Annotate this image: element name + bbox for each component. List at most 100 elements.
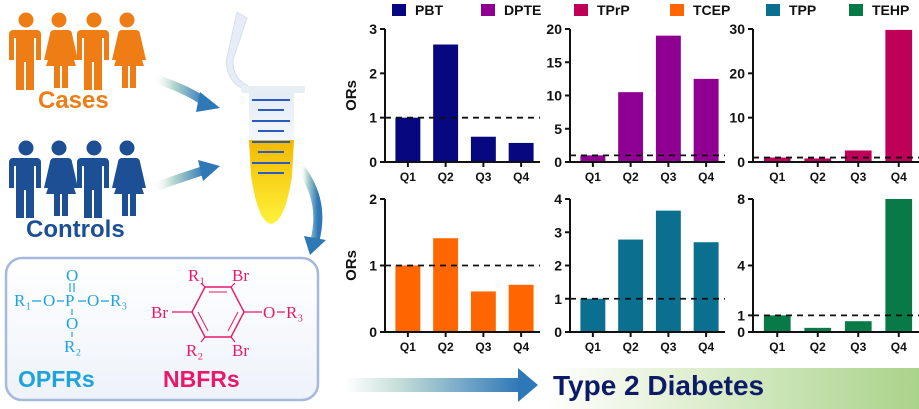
bar-tcep-q4 [508, 284, 534, 332]
bar-tcep-q1 [395, 265, 421, 332]
x-tick-label: Q3 [850, 170, 866, 184]
bar-pbt-q1 [395, 117, 421, 162]
bar-dpte-q1 [580, 155, 606, 162]
svg-text:R₃: R₃ [286, 303, 303, 322]
bar-tprp-q1 [763, 157, 791, 162]
y-tick-label: 0 [554, 324, 562, 340]
legend-swatch [392, 4, 406, 16]
y-tick-label: 0 [554, 154, 562, 170]
y-tick-label: 0 [737, 154, 745, 170]
y-tick-label: 5 [554, 121, 562, 137]
legend-swatch [670, 4, 684, 16]
bar-tpp-q3 [655, 210, 681, 332]
x-tick-label: Q1 [769, 340, 785, 354]
svg-text:Br: Br [151, 303, 168, 322]
chart-panel-tcep: Q1 Q2 Q3 Q4 0 1 2 ORs [343, 191, 540, 354]
y-tick-label: 2 [369, 65, 377, 81]
cases-people-icon [9, 12, 146, 90]
legend-swatch [766, 4, 780, 16]
bar-tehp-q4 [885, 199, 913, 332]
legend-item-tpp: TPP [766, 2, 849, 18]
controls-label: Controls [26, 216, 125, 243]
arrow-cases-to-tube-icon [150, 73, 220, 112]
y-tick-label: 1 [369, 258, 377, 274]
svg-text:O: O [66, 266, 78, 285]
controls-people-icon [9, 140, 146, 218]
legend-label: PBT [415, 2, 443, 18]
nbfr-structure-icon: R₁ Br Br O R₃ R₂ Br [151, 266, 303, 360]
x-tick-label: Q3 [850, 340, 866, 354]
chart-panel-tehp: Q1 Q2 Q3 Q4 01 4 8 [737, 191, 919, 354]
y-tick-label: 4 [737, 258, 745, 274]
arrow-controls-to-tube-icon [150, 160, 220, 193]
y-tick-label: 30 [729, 21, 745, 37]
y-tick-label: 20 [729, 65, 745, 81]
arrow-to-type2-diabetes-icon [345, 368, 538, 402]
arrow-tube-to-compounds-icon [296, 165, 326, 255]
x-tick-label: Q1 [585, 340, 601, 354]
x-tick-label: Q4 [698, 170, 714, 184]
x-tick-label: Q4 [698, 340, 714, 354]
x-tick-label: Q2 [438, 340, 454, 354]
bar-tehp-q1 [763, 315, 791, 332]
legend-item-tprp: TPrP [574, 2, 670, 18]
legend-label: TEHP [872, 2, 910, 18]
svg-text:R₃: R₃ [110, 291, 127, 310]
legend-item-dpte: DPTE [481, 2, 574, 18]
bar-tprp-q2 [804, 158, 832, 162]
chart-legend: PBT DPTE TPrP TCEP TPP TEHP [392, 2, 909, 18]
x-tick-label: Q4 [891, 170, 907, 184]
y-tick-label: 20 [546, 21, 562, 37]
chart-panel-tpp: Q1 Q2 Q3 Q4 0 1 2 3 4 [554, 191, 725, 354]
legend-item-tehp: TEHP [849, 2, 909, 18]
x-tick-label: Q1 [400, 170, 416, 184]
x-tick-label: Q3 [660, 340, 676, 354]
svg-text:R₁: R₁ [14, 291, 31, 310]
svg-text:O: O [43, 291, 55, 310]
legend-label: TCEP [693, 2, 731, 18]
bar-tpp-q4 [693, 242, 719, 332]
bar-dpte-q2 [618, 92, 644, 162]
bar-dpte-q3 [655, 35, 681, 162]
y-tick-label: 0 [737, 324, 745, 340]
svg-text:Br: Br [232, 266, 249, 285]
x-tick-label: Q1 [400, 340, 416, 354]
legend-item-tcep: TCEP [670, 2, 766, 18]
bar-tprp-q4 [885, 29, 913, 162]
bar-pbt-q3 [470, 136, 496, 162]
x-tick-label: Q3 [475, 340, 491, 354]
y-tick-label: 4 [554, 191, 562, 207]
x-tick-label: Q1 [769, 170, 785, 184]
y-tick-label: 15 [546, 54, 562, 70]
bar-tpp-q1 [580, 298, 606, 332]
opfrs-label: OPFRs [18, 366, 95, 392]
y-tick-label: 2 [554, 258, 562, 274]
nbfrs-label: NBFRs [163, 366, 240, 392]
y-axis-label: ORs [343, 80, 360, 111]
bar-tcep-q2 [433, 238, 459, 332]
x-tick-label: Q4 [513, 170, 529, 184]
x-tick-label: Q3 [475, 170, 491, 184]
x-tick-label: Q2 [810, 340, 826, 354]
bar-tcep-q3 [470, 291, 496, 332]
svg-text:O: O [263, 303, 275, 322]
x-tick-label: Q2 [810, 170, 826, 184]
y-tick-label: 1 [369, 110, 377, 126]
y-axis-label: ORs [343, 250, 360, 281]
outcome-label: Type 2 Diabetes [553, 370, 765, 401]
legend-label: TPrP [597, 2, 630, 18]
chart-panel-dpte: Q1 Q2 Q3 Q4 0 5 10 15 20 [546, 21, 725, 184]
y-tick-label: 0 [369, 154, 377, 170]
svg-text:R₂: R₂ [186, 341, 203, 360]
y-tick-label: 3 [554, 224, 562, 240]
x-tick-label: Q2 [623, 170, 639, 184]
svg-text:O: O [66, 314, 78, 333]
x-tick-label: Q1 [585, 170, 601, 184]
svg-text:Br: Br [232, 341, 249, 360]
sample-tube-icon [225, 11, 305, 224]
bar-tehp-q2 [804, 327, 832, 332]
legend-swatch [574, 4, 588, 16]
bar-tprp-q3 [844, 150, 872, 162]
outcome-banner [545, 368, 919, 409]
svg-text:R₂: R₂ [64, 337, 81, 356]
